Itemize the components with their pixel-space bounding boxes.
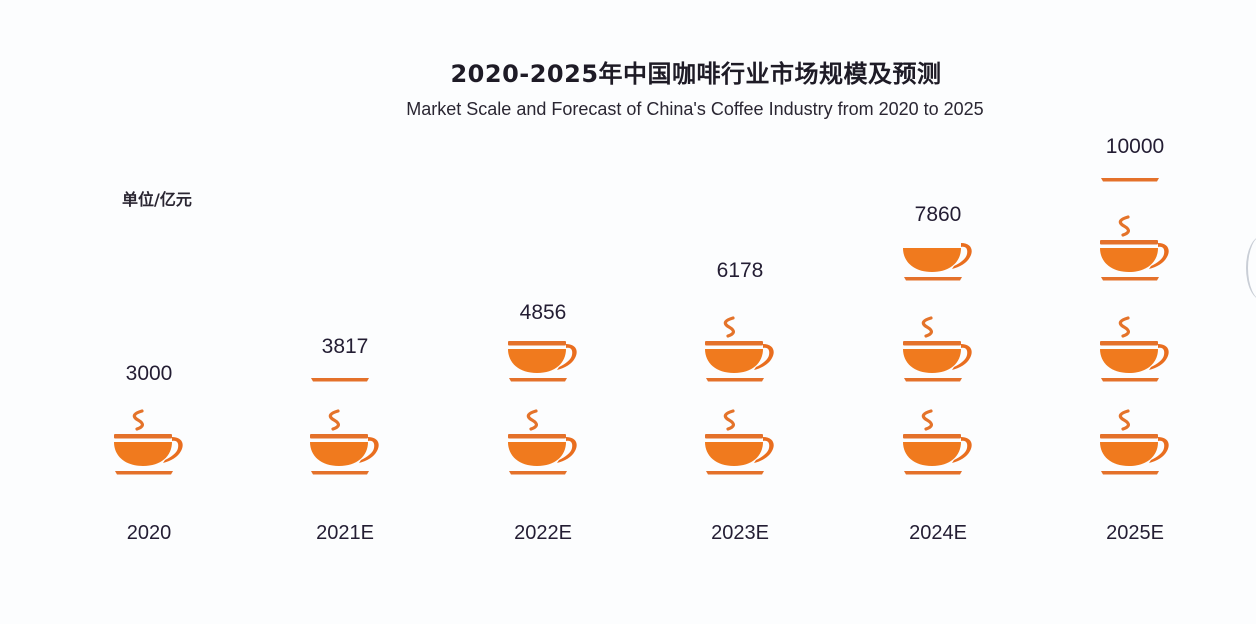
column-2023e: 6178 2023E <box>680 0 800 624</box>
column-2025e: 10000 2025E <box>1075 0 1195 624</box>
coffee-cup-partial-icon <box>505 310 581 390</box>
value-label: 7860 <box>914 203 962 226</box>
coffee-cup-icon <box>900 310 976 390</box>
chart-subtitle: Market Scale and Forecast of China's Cof… <box>406 99 984 119</box>
coffee-cup-icon <box>702 403 778 483</box>
value-label: 4856 <box>519 301 567 324</box>
coffee-cup-icon <box>1097 209 1173 289</box>
coffee-cup-partial-icon <box>1097 110 1173 190</box>
coffee-cup-icon <box>702 310 778 390</box>
value-label: 3000 <box>125 362 173 385</box>
coffee-cup-icon <box>1097 403 1173 483</box>
year-label: 2024E <box>909 522 967 544</box>
coffee-cup-icon <box>307 403 383 483</box>
coffee-cup-icon <box>111 403 187 483</box>
value-label: 6178 <box>716 259 764 282</box>
coffee-cup-icon <box>505 403 581 483</box>
coffee-cup-icon <box>900 403 976 483</box>
chart-title: 2020-2025年中国咖啡行业市场规模及预测 <box>450 60 942 88</box>
column-2021e: 3817 2021E <box>285 0 405 624</box>
column-2024e: 7860 2024E <box>878 0 998 624</box>
year-label: 2021E <box>316 522 374 544</box>
column-2020: 3000 2020 <box>89 0 209 624</box>
year-label: 2020 <box>126 522 172 544</box>
coffee-cup-icon <box>1097 310 1173 390</box>
unit-label: 单位/亿元 <box>122 190 192 209</box>
year-label: 2023E <box>711 522 769 544</box>
coffee-cup-partial-icon <box>307 310 383 390</box>
side-scroll-arc <box>1246 236 1256 300</box>
year-label: 2022E <box>514 522 572 544</box>
coffee-cup-partial-icon <box>900 209 976 289</box>
value-label: 3817 <box>321 335 369 358</box>
year-label: 2025E <box>1106 522 1164 544</box>
value-label: 10000 <box>1105 135 1165 158</box>
column-2022e: 4856 2022E <box>483 0 603 624</box>
